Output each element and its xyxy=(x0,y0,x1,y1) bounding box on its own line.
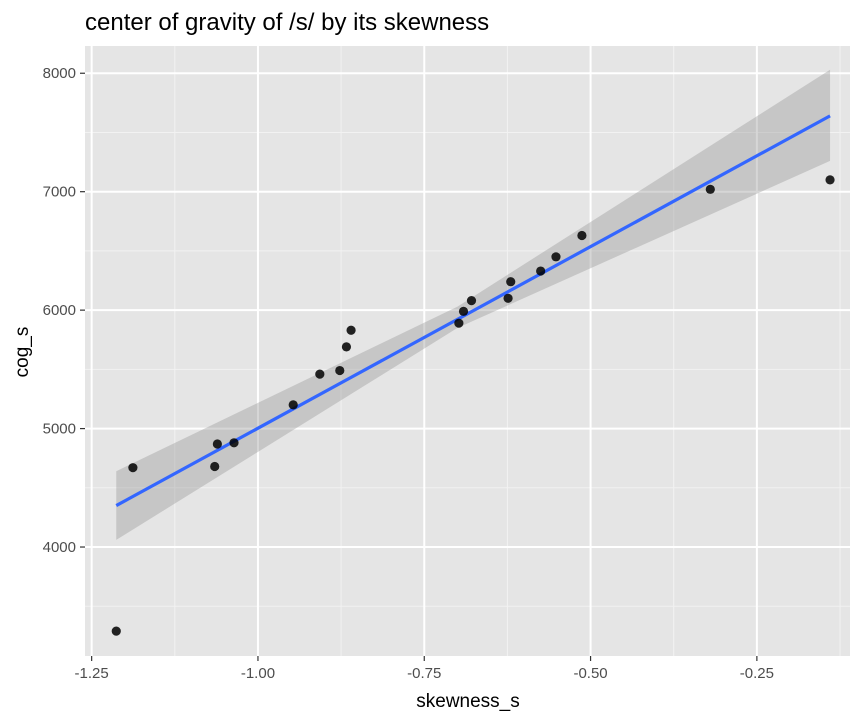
data-point xyxy=(577,230,587,241)
data-point xyxy=(288,400,298,410)
x-tick-label: -0.25 xyxy=(740,665,774,682)
x-axis: -1.25 -1.00 -0.75 -0.50 -0.25 xyxy=(75,656,774,682)
y-tick-label: 6000 xyxy=(43,302,76,319)
grid-major xyxy=(85,46,850,656)
data-point xyxy=(212,439,222,449)
data-point xyxy=(229,438,239,448)
y-axis-title: cog_s xyxy=(12,327,33,378)
data-point xyxy=(536,266,546,276)
data-point xyxy=(458,306,469,316)
data-point xyxy=(503,293,513,303)
y-tick-label: 4000 xyxy=(43,539,76,556)
x-tick-label: -0.50 xyxy=(573,665,607,682)
data-point xyxy=(705,184,715,194)
data-point xyxy=(551,252,561,262)
y-tick-label: 7000 xyxy=(43,184,76,201)
chart-title: center of gravity of /s/ by its skewness xyxy=(85,9,489,36)
y-axis: 4000 5000 6000 7000 8000 xyxy=(43,65,85,556)
data-point xyxy=(341,342,352,352)
data-point xyxy=(315,369,325,379)
plot-panel xyxy=(85,46,850,656)
x-tick-label: -0.75 xyxy=(407,665,441,682)
data-point xyxy=(825,175,835,185)
y-tick-label: 5000 xyxy=(43,421,76,438)
data-point xyxy=(210,461,220,472)
data-point xyxy=(454,318,464,328)
data-point xyxy=(346,325,356,335)
data-point xyxy=(466,296,477,306)
x-axis-title: skewness_s xyxy=(416,691,520,712)
x-tick-label: -1.00 xyxy=(241,665,275,682)
x-tick-label: -1.25 xyxy=(75,665,109,682)
y-tick-label: 8000 xyxy=(43,65,76,82)
data-point xyxy=(111,626,121,636)
data-point xyxy=(506,277,516,287)
data-points xyxy=(111,175,835,636)
grid-minor xyxy=(85,46,850,656)
data-point xyxy=(128,463,138,473)
data-point xyxy=(335,365,345,376)
